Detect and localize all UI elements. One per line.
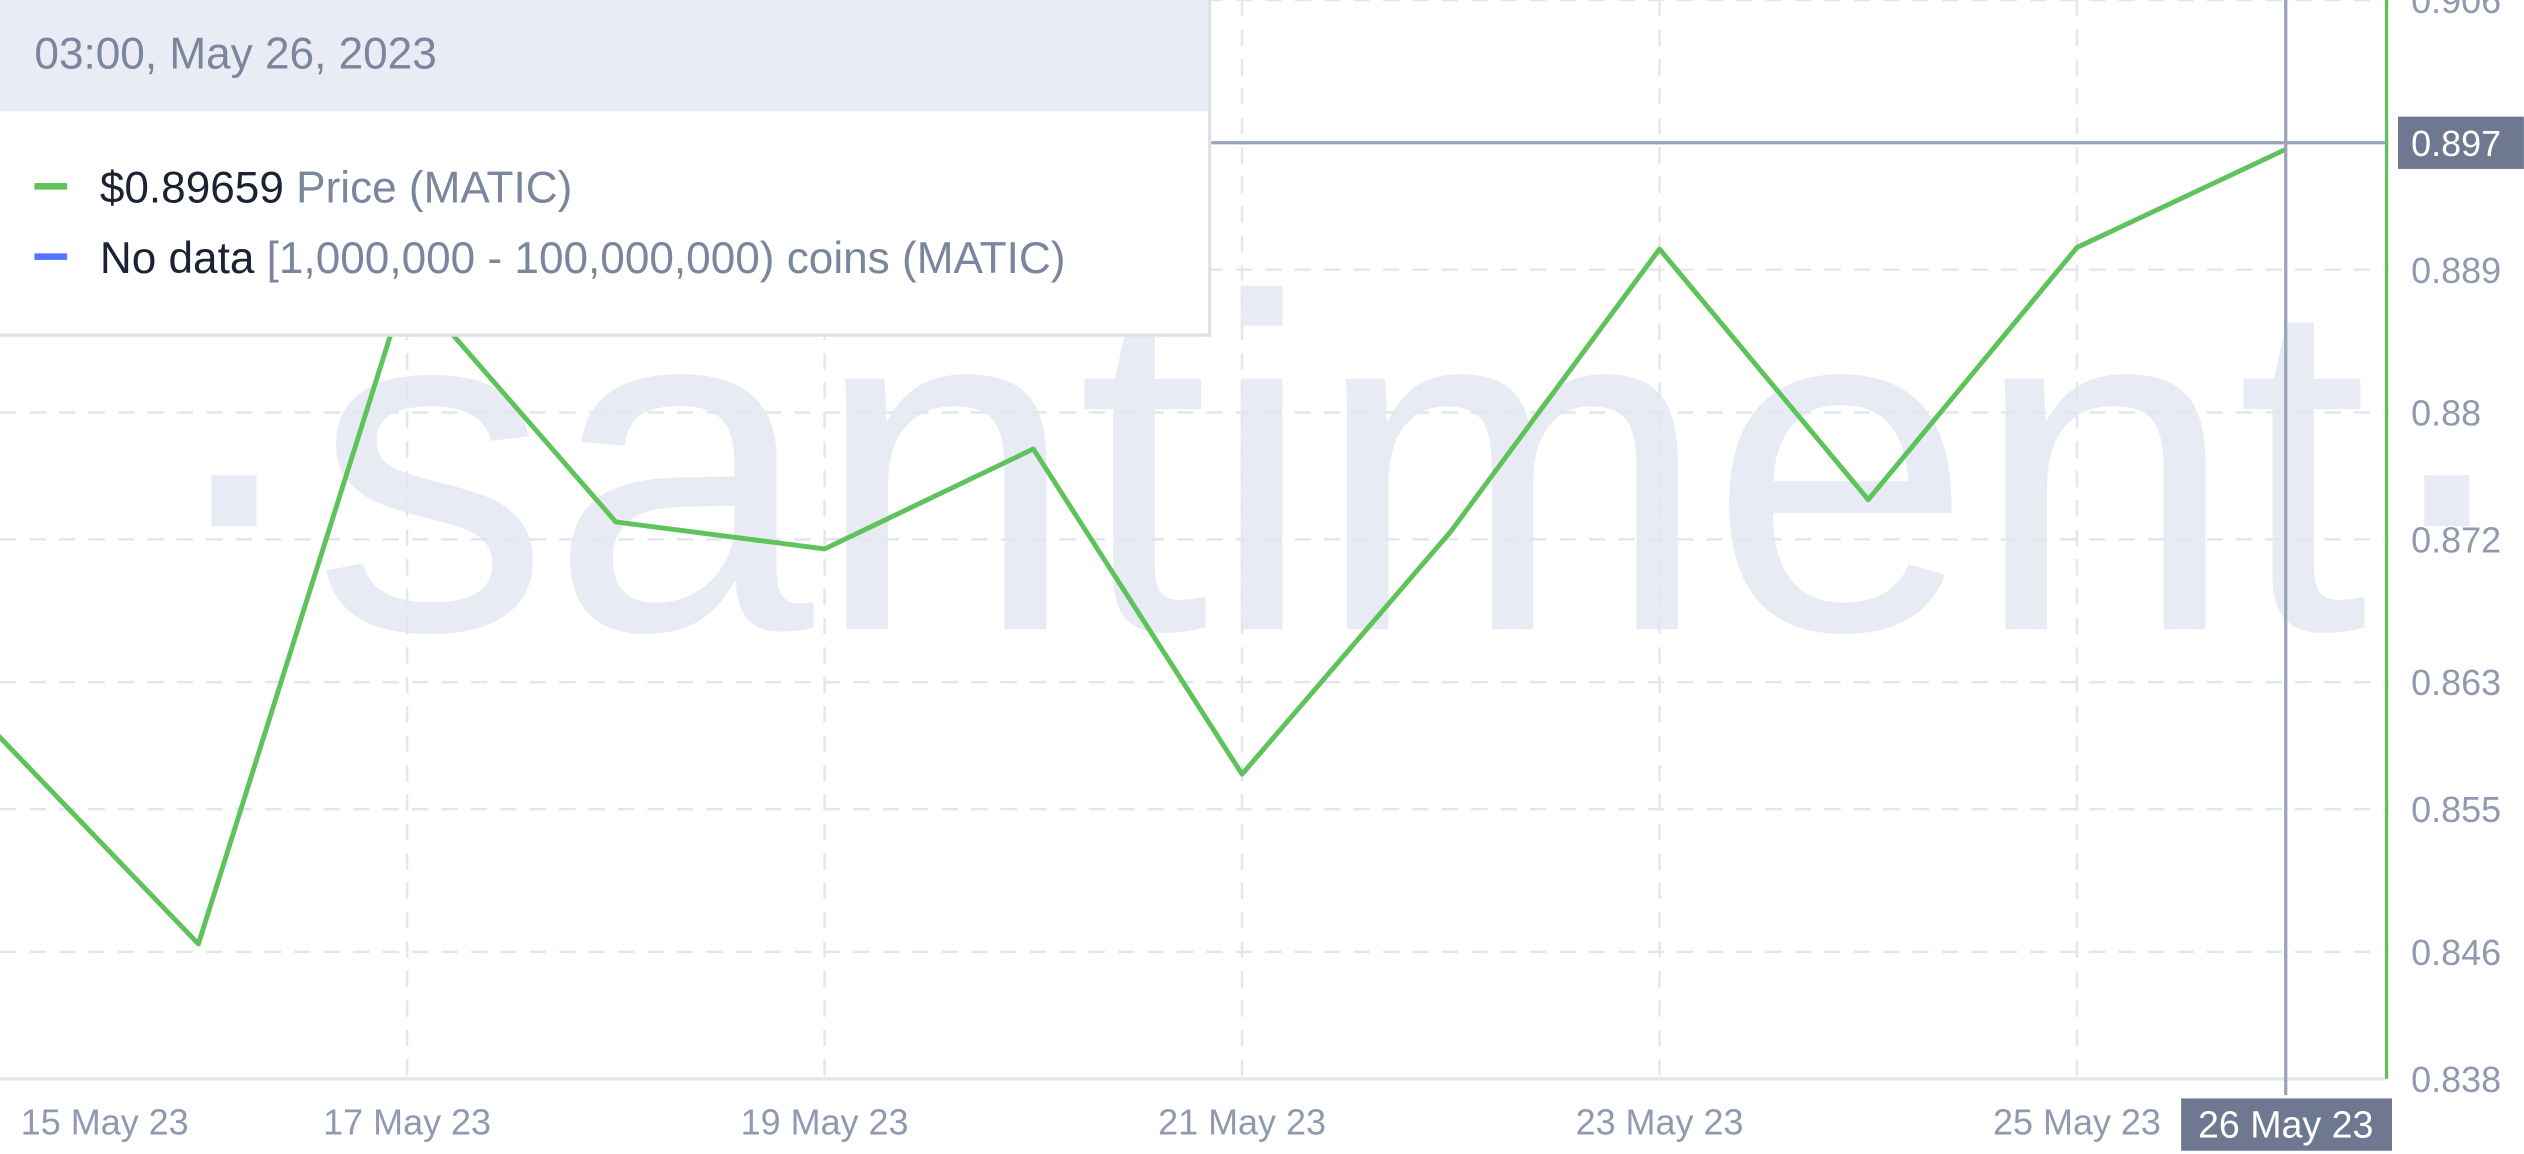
y-tick-label: 0.906 — [2411, 0, 2501, 21]
crosshair-y-label: 0.897 — [2411, 123, 2501, 164]
tooltip: 03:00, May 26, 2023 $0.89659 Price (MATIC… — [0, 0, 1212, 337]
x-tick-label: 23 May 23 — [1576, 1101, 1744, 1142]
legend-entry: No data [1,000,000 - 100,000,000) coins … — [100, 234, 1066, 283]
legend-value: No data — [100, 234, 255, 283]
y-tick-label: 0.846 — [2411, 932, 2501, 973]
x-tick-label: 15 May 23 — [21, 1101, 189, 1142]
crosshair-x-label: 26 May 23 — [2198, 1104, 2373, 1146]
x-tick-label: 21 May 23 — [1158, 1101, 1326, 1142]
price-line — [0, 147, 2287, 947]
y-tick-label: 0.872 — [2411, 519, 2501, 560]
legend-label: Price (MATIC) — [296, 164, 572, 213]
legend-value: $0.89659 — [100, 164, 284, 213]
legend-swatch — [34, 253, 68, 260]
x-tick-label: 17 May 23 — [323, 1101, 491, 1142]
tooltip-title: 03:00, May 26, 2023 — [34, 30, 436, 79]
crosshair-x-box — [2181, 1098, 2392, 1151]
legend-entry: $0.89659 Price (MATIC) — [100, 164, 572, 213]
y-tick-label: 0.838 — [2411, 1059, 2501, 1100]
y-tick-label: 0.88 — [2411, 393, 2481, 434]
legend-label: [1,000,000 - 100,000,000) coins (MATIC) — [267, 234, 1066, 283]
crosshair-y-box — [2398, 116, 2524, 169]
x-tick-label: 19 May 23 — [741, 1101, 909, 1142]
y-tick-label: 0.863 — [2411, 662, 2501, 703]
y-tick-label: 0.855 — [2411, 789, 2501, 830]
y-tick-label: 0.889 — [2411, 250, 2501, 291]
legend-swatch — [34, 183, 68, 190]
tooltip-header — [0, 0, 1209, 112]
x-tick-label: 25 May 23 — [1993, 1101, 2161, 1142]
